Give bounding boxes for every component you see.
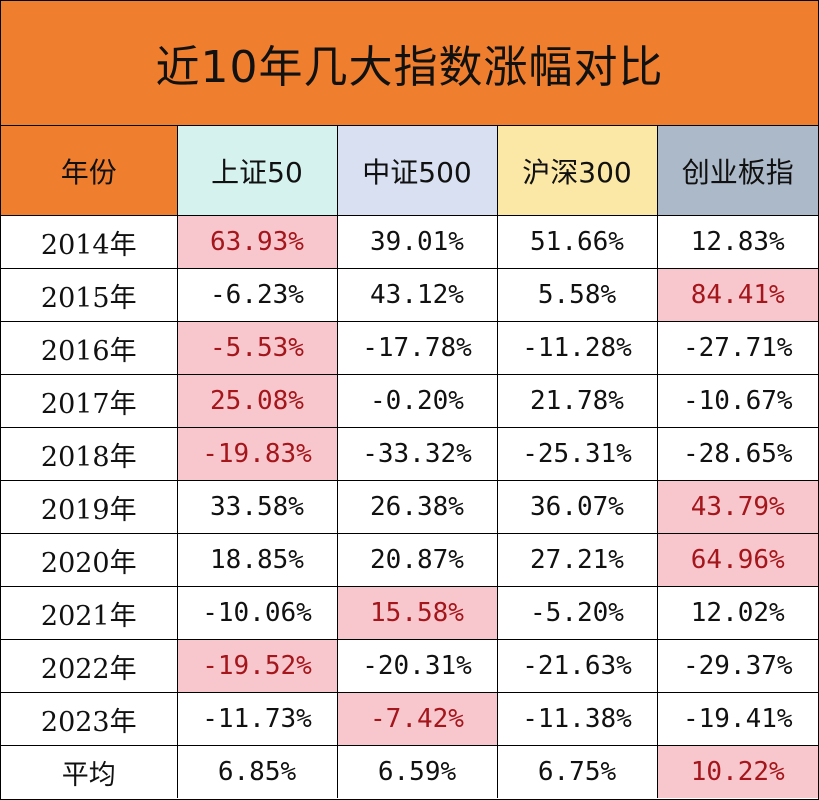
cell-sse50: -19.83%	[176, 427, 338, 481]
cell-csi300: -11.28%	[496, 321, 658, 375]
cell-csi500: 20.87%	[336, 533, 498, 587]
cell-chinext: 43.79%	[656, 480, 818, 534]
cell-csi300: -5.20%	[496, 586, 658, 640]
cell-csi300: -11.38%	[496, 692, 658, 746]
table-row: 2023年 -11.73% -7.42% -11.38% -19.41%	[1, 692, 818, 746]
cell-csi300: 21.78%	[496, 374, 658, 428]
row-label: 平均	[1, 745, 178, 798]
cell-csi500: -33.32%	[336, 427, 498, 481]
cell-csi300: 51.66%	[496, 215, 658, 269]
cell-csi500: 15.58%	[336, 586, 498, 640]
cell-csi300: -21.63%	[496, 639, 658, 693]
table-row: 2014年 63.93% 39.01% 51.66% 12.83%	[1, 215, 818, 269]
cell-chinext: 12.83%	[656, 215, 818, 269]
cell-chinext: 12.02%	[656, 586, 818, 640]
header-year: 年份	[1, 126, 178, 216]
cell-csi500: 39.01%	[336, 215, 498, 269]
cell-csi300: 6.75%	[496, 745, 658, 798]
table-row: 2022年 -19.52% -20.31% -21.63% -29.37%	[1, 639, 818, 693]
cell-sse50: -19.52%	[176, 639, 338, 693]
cell-chinext: -29.37%	[656, 639, 818, 693]
cell-csi500: -20.31%	[336, 639, 498, 693]
table-row: 2018年 -19.83% -33.32% -25.31% -28.65%	[1, 427, 818, 481]
table-row: 2019年 33.58% 26.38% 36.07% 43.79%	[1, 480, 818, 534]
cell-sse50: -6.23%	[176, 268, 338, 322]
cell-csi300: 27.21%	[496, 533, 658, 587]
cell-csi500: 6.59%	[336, 745, 498, 798]
returns-table: 年份 上证50 中证500 沪深300 创业板指 2014年 63.93% 39.0…	[1, 126, 818, 798]
cell-csi500: -7.42%	[336, 692, 498, 746]
cell-chinext: -28.65%	[656, 427, 818, 481]
cell-sse50: 18.85%	[176, 533, 338, 587]
cell-sse50: 6.85%	[176, 745, 338, 798]
header-csi500: 中证500	[336, 126, 498, 216]
cell-sse50: 25.08%	[176, 374, 338, 428]
header-row: 年份 上证50 中证500 沪深300 创业板指	[1, 126, 818, 216]
row-label: 2016年	[1, 321, 178, 375]
row-label: 2019年	[1, 480, 178, 534]
cell-sse50: 33.58%	[176, 480, 338, 534]
cell-chinext: 64.96%	[656, 533, 818, 587]
table-row: 2016年 -5.53% -17.78% -11.28% -27.71%	[1, 321, 818, 375]
cell-csi500: 43.12%	[336, 268, 498, 322]
cell-chinext: -27.71%	[656, 321, 818, 375]
cell-csi500: -0.20%	[336, 374, 498, 428]
header-chinext: 创业板指	[656, 126, 818, 216]
row-label: 2015年	[1, 268, 178, 322]
cell-chinext: -19.41%	[656, 692, 818, 746]
cell-csi500: 26.38%	[336, 480, 498, 534]
table-row: 2015年 -6.23% 43.12% 5.58% 84.41%	[1, 268, 818, 322]
header-csi300: 沪深300	[496, 126, 658, 216]
cell-csi500: -17.78%	[336, 321, 498, 375]
table-row: 2017年 25.08% -0.20% 21.78% -10.67%	[1, 374, 818, 428]
table-row: 2020年 18.85% 20.87% 27.21% 64.96%	[1, 533, 818, 587]
cell-sse50: 63.93%	[176, 215, 338, 269]
row-label: 2017年	[1, 374, 178, 428]
table-row: 平均 6.85% 6.59% 6.75% 10.22%	[1, 745, 818, 798]
row-label: 2021年	[1, 586, 178, 640]
cell-chinext: -10.67%	[656, 374, 818, 428]
cell-chinext: 84.41%	[656, 268, 818, 322]
row-label: 2014年	[1, 215, 178, 269]
table-row: 2021年 -10.06% 15.58% -5.20% 12.02%	[1, 586, 818, 640]
row-label: 2018年	[1, 427, 178, 481]
cell-sse50: -10.06%	[176, 586, 338, 640]
cell-csi300: -25.31%	[496, 427, 658, 481]
row-label: 2020年	[1, 533, 178, 587]
cell-sse50: -11.73%	[176, 692, 338, 746]
cell-sse50: -5.53%	[176, 321, 338, 375]
row-label: 2023年	[1, 692, 178, 746]
header-sse50: 上证50	[176, 126, 338, 216]
cell-csi300: 36.07%	[496, 480, 658, 534]
table-title: 近10年几大指数涨幅对比	[1, 1, 818, 126]
cell-csi300: 5.58%	[496, 268, 658, 322]
row-label: 2022年	[1, 639, 178, 693]
cell-chinext: 10.22%	[656, 745, 818, 798]
